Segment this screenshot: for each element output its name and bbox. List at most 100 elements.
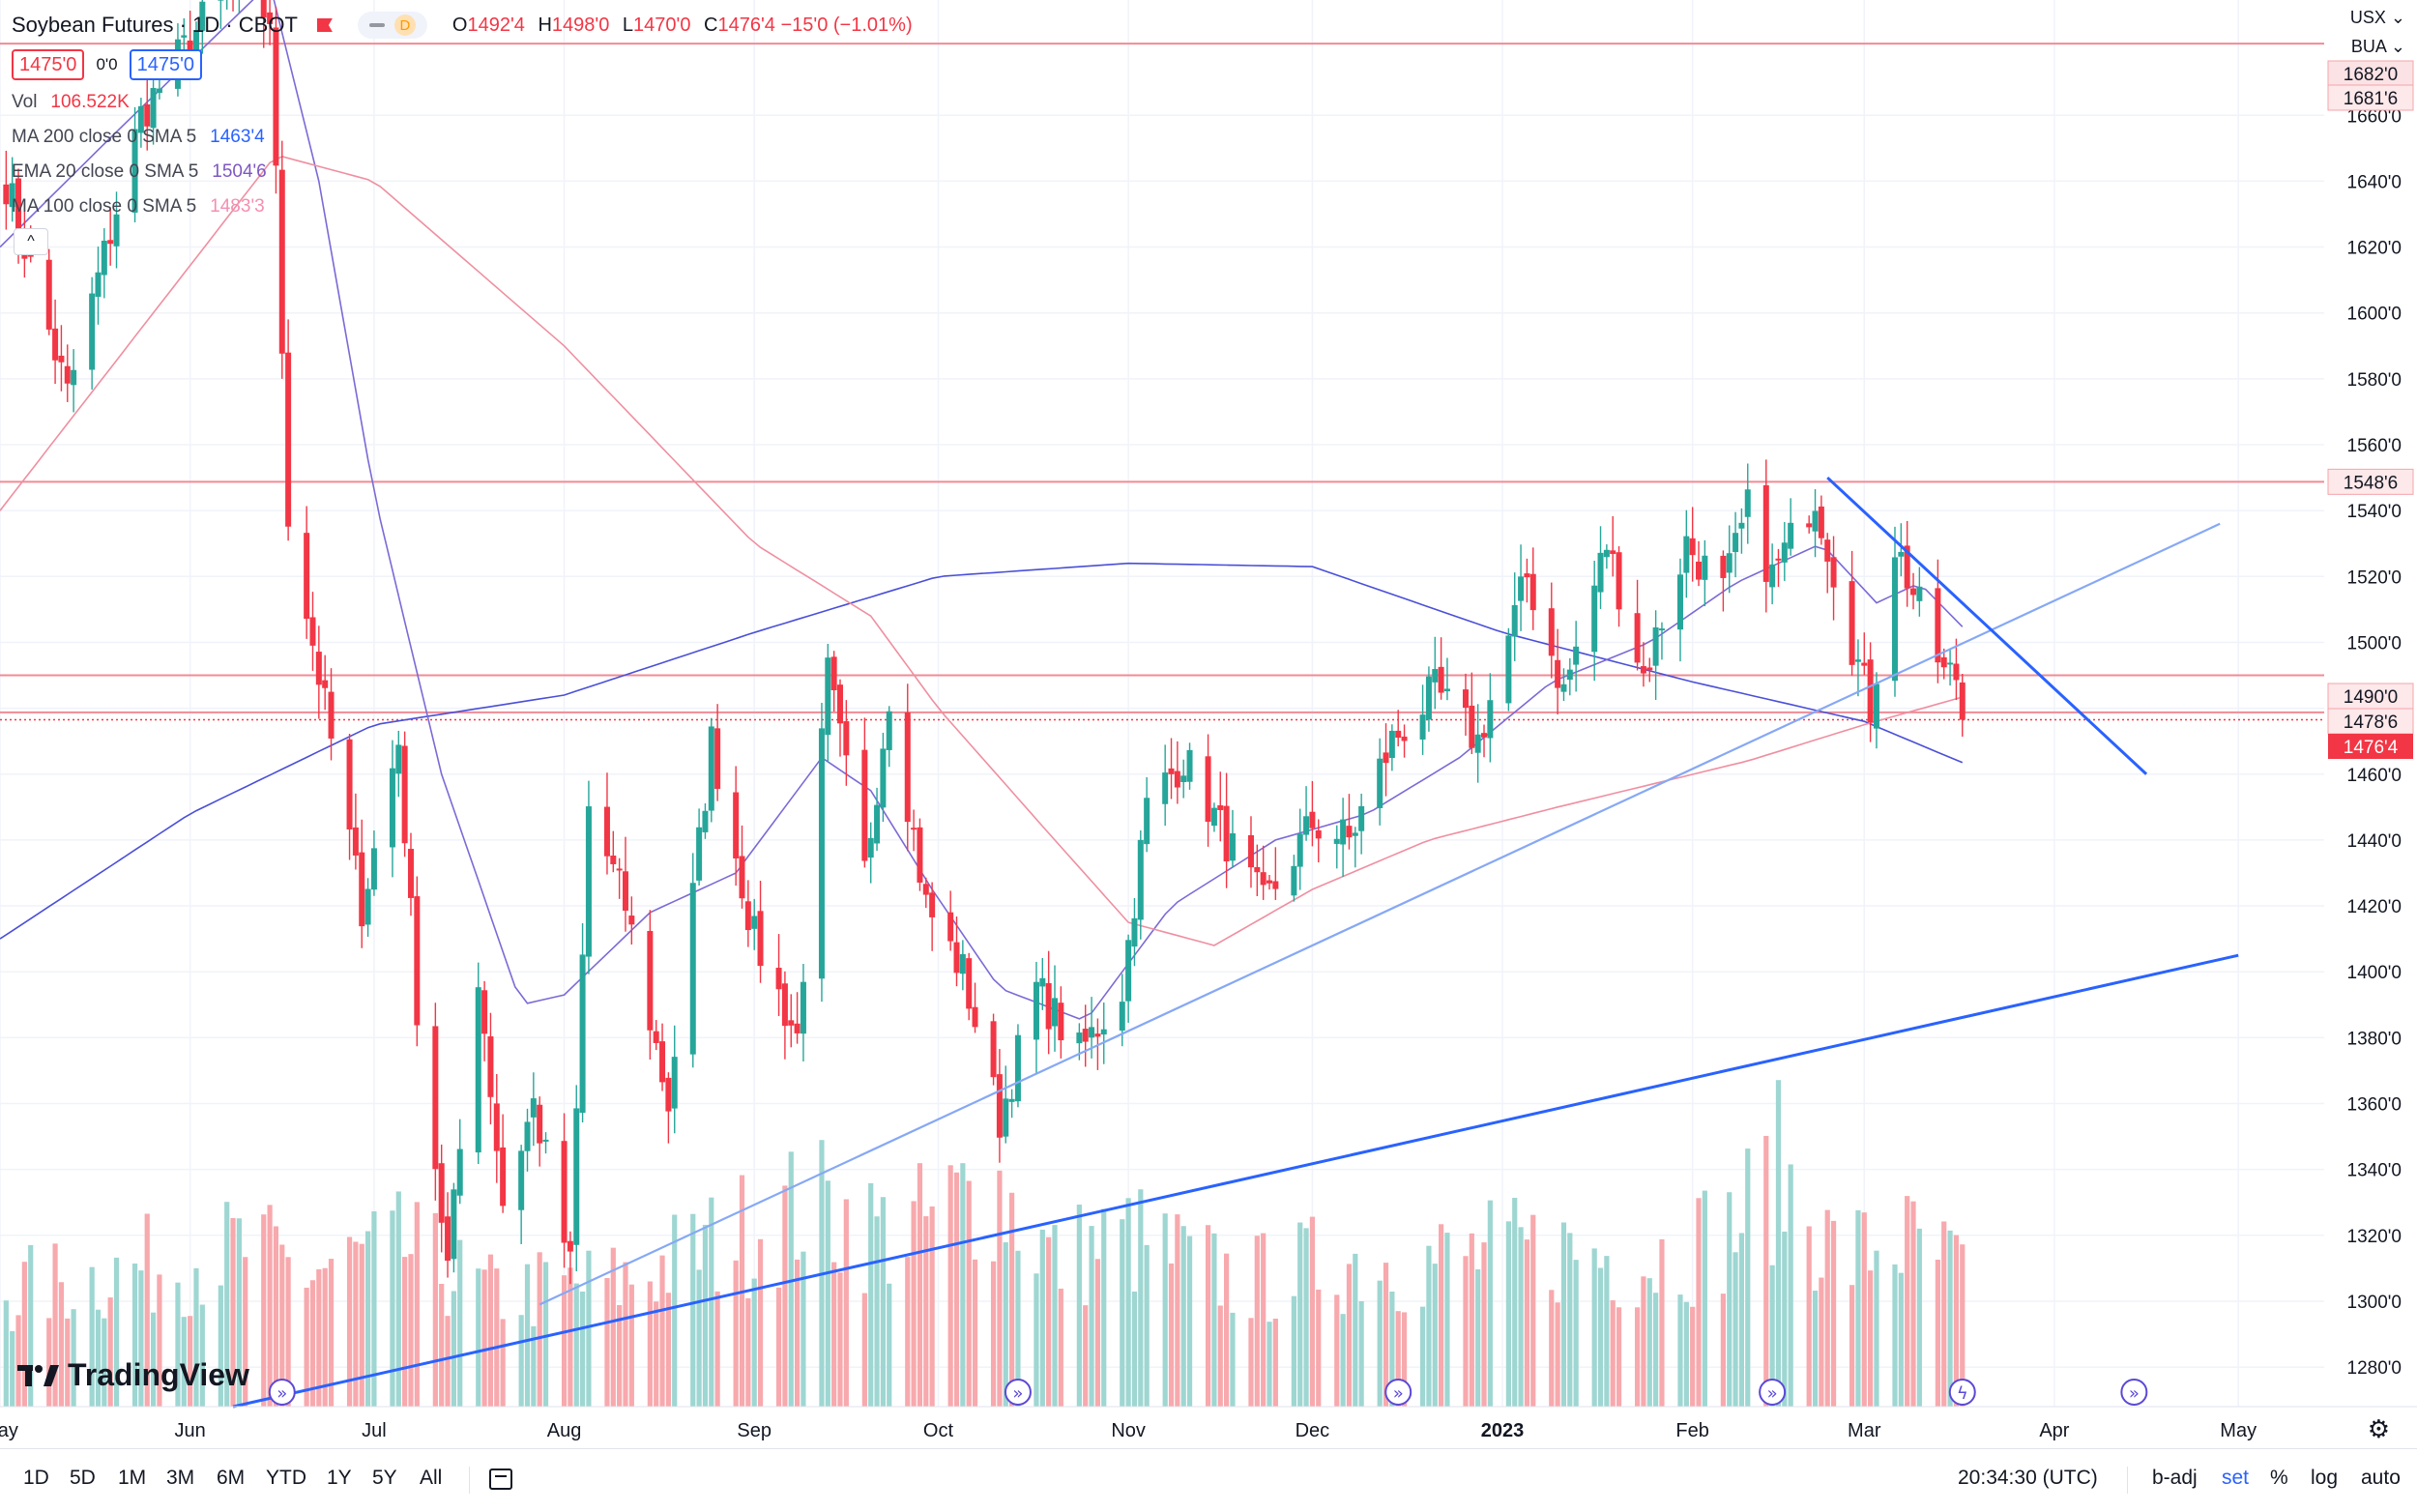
candle-body xyxy=(1003,1098,1009,1137)
volume-bar xyxy=(917,1163,923,1407)
volume-bar xyxy=(1224,1253,1230,1407)
candle-body xyxy=(1555,659,1561,688)
candle-body xyxy=(1676,574,1683,630)
utc-clock[interactable]: 20:34:30 (UTC) xyxy=(1958,1467,2098,1489)
candle-body xyxy=(199,1,206,31)
candle-body xyxy=(1333,838,1340,844)
volume-bar xyxy=(1076,1205,1082,1407)
toggle-b-adj[interactable]: b-adj xyxy=(2152,1467,2198,1489)
event-marker-icon[interactable]: ϟ xyxy=(1948,1379,1976,1406)
candle-body xyxy=(1051,998,1058,1027)
price-label-text: 1682'0 xyxy=(2344,65,2398,85)
timeframe-3m[interactable]: 3M xyxy=(166,1467,195,1489)
candle-body xyxy=(1781,542,1788,563)
time-axis: May Jun Jul Aug Sep Oct Nov Dec 2023 Feb Mar Apr May xyxy=(0,1406,2417,1441)
volume-bar xyxy=(1916,1228,1922,1407)
candle-body xyxy=(273,27,279,166)
unit-select[interactable]: BUA ⌄ xyxy=(2351,37,2405,57)
price-tick-label: 1320'0 xyxy=(2347,1227,2402,1247)
volume-bar xyxy=(218,1285,223,1407)
volume-bar xyxy=(1573,1260,1579,1407)
timeframe-1m[interactable]: 1M xyxy=(118,1467,147,1489)
candle-body xyxy=(1217,805,1224,810)
sell-button[interactable]: 1475'0 xyxy=(12,49,85,80)
candle-body xyxy=(788,1020,795,1026)
timeframe-5y[interactable]: 5Y xyxy=(372,1467,397,1489)
volume-bar xyxy=(1947,1230,1953,1407)
candle-body xyxy=(315,652,322,685)
candle-body xyxy=(911,828,917,830)
event-marker-icon[interactable]: » xyxy=(1759,1379,1787,1406)
legend-ema20[interactable]: EMA 20 close 0 SMA 5 1504'6 xyxy=(12,161,267,183)
timeframe-1y[interactable]: 1Y xyxy=(327,1467,352,1489)
volume-bar xyxy=(267,1205,273,1407)
price-tick-label: 1580'0 xyxy=(2347,370,2402,391)
volume-bar xyxy=(1702,1190,1707,1407)
volume-bar xyxy=(524,1264,531,1407)
volume-bar xyxy=(52,1243,58,1407)
legend-ma100[interactable]: MA 100 close 0 SMA 5 1483'3 xyxy=(12,196,265,218)
toggle-set[interactable]: set xyxy=(2222,1467,2250,1489)
volume-bar xyxy=(1677,1294,1683,1407)
chevron-down-icon: ⌄ xyxy=(2390,8,2405,27)
candle-body xyxy=(131,129,138,213)
volume-bar xyxy=(947,1165,953,1407)
currency-label: USX xyxy=(2349,8,2386,27)
candle-body xyxy=(1824,539,1831,562)
time-tick-label: Dec xyxy=(1296,1420,1330,1441)
legend-volume[interactable]: Vol 106.522K xyxy=(12,92,130,113)
candle-body xyxy=(493,1103,500,1151)
volume-bar xyxy=(1512,1198,1518,1407)
volume-bar xyxy=(1604,1256,1610,1407)
volume-bar xyxy=(1217,1305,1223,1407)
candle-body xyxy=(1652,626,1659,666)
symbol-title[interactable]: Soybean Futures · 1D · CBOT xyxy=(12,13,298,37)
interval-pill[interactable]: D xyxy=(357,12,427,39)
volume-bar xyxy=(1248,1318,1254,1407)
price-label-text: 1478'6 xyxy=(2344,712,2398,733)
volume-bar xyxy=(1346,1264,1353,1407)
candle-body xyxy=(1854,659,1861,662)
event-marker-icon[interactable]: » xyxy=(1384,1379,1412,1406)
collapse-legend-button[interactable]: ^ xyxy=(14,228,48,255)
event-marker-icon[interactable]: » xyxy=(268,1379,296,1406)
settings-gear-icon[interactable]: ⚙ xyxy=(2367,1414,2390,1443)
event-marker-circle xyxy=(1948,1379,1976,1406)
buy-button[interactable]: 1475'0 xyxy=(129,49,203,80)
currency-select[interactable]: USX ⌄ xyxy=(2350,8,2405,28)
toggle-percent[interactable]: % xyxy=(2270,1467,2288,1489)
timeframe-5d[interactable]: 5D xyxy=(70,1467,96,1489)
calendar-icon[interactable] xyxy=(489,1468,512,1490)
candle-body xyxy=(781,983,788,1027)
legend-ma200[interactable]: MA 200 close 0 SMA 5 1463'4 xyxy=(12,127,265,148)
volume-bar xyxy=(1401,1312,1408,1407)
volume-bar xyxy=(224,1202,230,1407)
timeframe-6m[interactable]: 6M xyxy=(217,1467,246,1489)
volume-bar xyxy=(1898,1272,1904,1407)
timeframe-1d[interactable]: 1D xyxy=(23,1467,49,1489)
flag-icon[interactable] xyxy=(316,18,333,32)
candle-body xyxy=(137,105,144,133)
candle-body xyxy=(500,1147,507,1207)
volume-bar xyxy=(1015,1250,1021,1407)
tradingview-logo[interactable]: TradingView xyxy=(17,1357,249,1393)
price-tick-label: 1560'0 xyxy=(2347,436,2402,456)
candle-body xyxy=(481,990,488,1034)
toggle-log[interactable]: log xyxy=(2311,1467,2339,1489)
volume-bar xyxy=(476,1268,481,1407)
volume-bar xyxy=(887,1283,892,1407)
candle-body xyxy=(1174,771,1180,788)
candle-body xyxy=(1603,549,1610,558)
toggle-auto[interactable]: auto xyxy=(2361,1467,2401,1489)
candle-body xyxy=(1726,553,1733,573)
event-marker-icon[interactable]: » xyxy=(2120,1379,2148,1406)
volume-bar xyxy=(1334,1294,1340,1407)
candle-body xyxy=(696,827,703,881)
event-marker-icon[interactable]: » xyxy=(1004,1379,1032,1406)
spread-value: 0'0 xyxy=(96,55,118,73)
timeframe-ytd[interactable]: YTD xyxy=(266,1467,306,1489)
ohlc-high-key: H xyxy=(538,14,552,36)
volume-bar xyxy=(623,1262,628,1407)
timeframe-all[interactable]: All xyxy=(420,1467,443,1489)
